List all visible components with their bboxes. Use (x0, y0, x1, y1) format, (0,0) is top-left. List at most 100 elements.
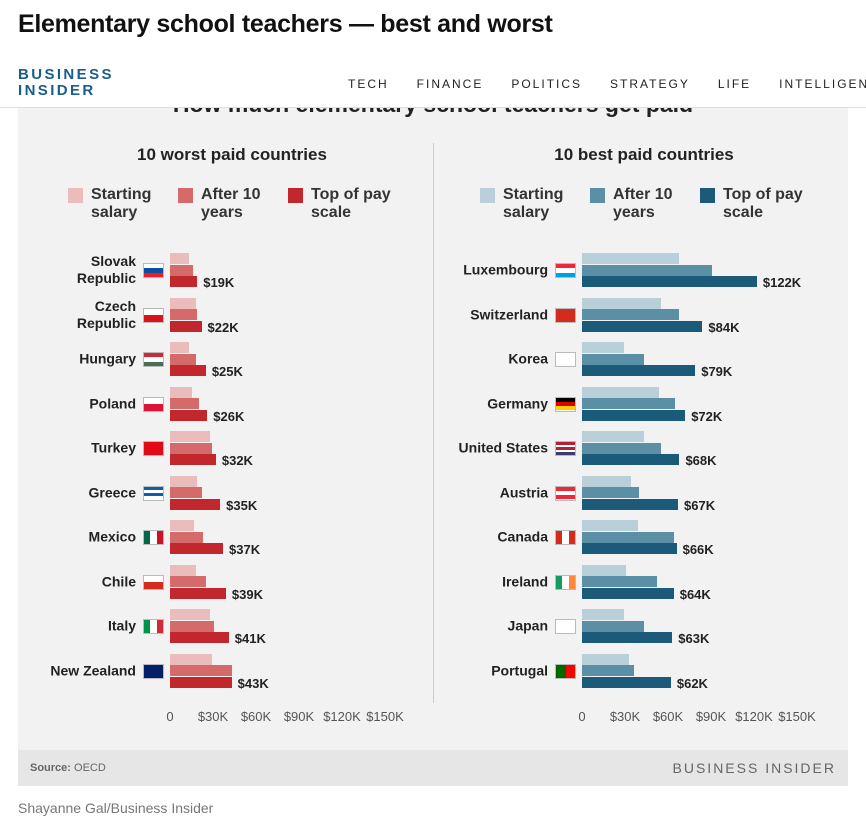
legend-swatch (590, 188, 605, 203)
category-label: Italy (107, 617, 136, 634)
nav-item[interactable]: LIFE (717, 77, 752, 91)
flag-stripe (144, 493, 163, 497)
value-label: $122K (762, 275, 802, 290)
value-label: $41K (234, 631, 266, 646)
category-label: Turkey (91, 439, 136, 456)
flag-stripe (144, 357, 163, 362)
flag-stripe (556, 449, 575, 453)
legend-label: Top of pay scale (311, 186, 391, 221)
flag (143, 485, 164, 501)
logo[interactable]: BUSINESS INSIDER (18, 67, 114, 99)
bar (170, 276, 198, 287)
bar (582, 386, 660, 398)
bar (170, 253, 189, 264)
value-label: $25K (211, 364, 243, 379)
bar (170, 442, 212, 454)
value-label: $35K (226, 497, 258, 513)
flag (555, 396, 576, 412)
flag-stripe (556, 444, 575, 448)
flag-stripe (556, 272, 575, 277)
value-label: $72K (691, 408, 723, 424)
bar (582, 676, 671, 688)
bar (170, 365, 206, 376)
bar (582, 531, 674, 543)
flag-stripe (144, 582, 163, 589)
bar (582, 398, 676, 409)
flag-stripe (556, 495, 575, 500)
bar (582, 520, 638, 531)
flag-stripe (556, 401, 575, 407)
bar (170, 665, 232, 676)
flag-stripe (556, 531, 563, 544)
flag-stripe (556, 452, 575, 455)
bar (582, 498, 679, 510)
category-label: Slovak Republic (76, 253, 136, 286)
value-label: $62K (676, 675, 708, 691)
legend-swatch (700, 188, 715, 203)
flag (555, 574, 576, 590)
category-label: Canada (497, 528, 548, 545)
bar (170, 431, 211, 442)
value-label: $39K (231, 586, 263, 602)
flag (143, 307, 164, 323)
category-label: United States (458, 439, 548, 456)
bar (170, 454, 216, 465)
bar (582, 264, 713, 276)
flag-stripe (144, 404, 163, 411)
source: Source: OECD (30, 762, 106, 774)
flag-stripe (144, 268, 163, 273)
value-label: $67K (684, 497, 716, 513)
bar (170, 353, 196, 365)
flag-stripe (562, 575, 569, 589)
bar (582, 564, 627, 576)
flag-stripe (150, 531, 157, 544)
bar (170, 620, 215, 632)
flag-stripe (144, 308, 163, 315)
nav-item[interactable]: FINANCE (416, 77, 484, 91)
x-tick-label: $150K (778, 709, 816, 724)
nav-item[interactable]: TECH (348, 77, 389, 91)
bar (170, 576, 206, 587)
flag-stripe (568, 531, 575, 544)
flag (143, 396, 164, 412)
category-label: New Zealand (50, 662, 136, 678)
bar (582, 587, 674, 599)
footer-brand: BUSINESS INSIDER (672, 760, 836, 776)
flag-stripe (144, 272, 163, 277)
bar (170, 632, 229, 643)
bar (582, 342, 624, 353)
nav-item[interactable]: POLITICS (511, 77, 583, 91)
bar (170, 264, 193, 276)
bar (582, 409, 686, 421)
flag-stripe (556, 490, 575, 496)
category-label: Japan (507, 617, 548, 634)
bar (582, 576, 657, 587)
flag-stripe (556, 486, 575, 491)
x-tick-label: $60K (240, 709, 272, 724)
flag-stripe (144, 264, 163, 269)
legend-label: After 10 years (613, 186, 673, 221)
nav-item[interactable]: INTELLIGENCE (779, 77, 866, 91)
bar (582, 365, 696, 376)
flag-stripe (144, 496, 163, 500)
bar (582, 454, 680, 465)
bar (582, 620, 644, 632)
flag (143, 663, 164, 679)
source-label: Source: (30, 762, 71, 774)
bar (582, 253, 680, 264)
divider (433, 143, 434, 703)
bar (170, 531, 203, 543)
bar (170, 487, 202, 498)
nav-item[interactable]: STRATEGY (610, 77, 690, 91)
category-label: Korea (508, 350, 548, 367)
bar (582, 320, 703, 332)
flag-stripe (556, 406, 575, 411)
value-label: $32K (221, 453, 253, 468)
flag-stripe (556, 442, 575, 445)
bar (170, 676, 232, 688)
value-label: $26K (213, 408, 245, 424)
legend-swatch (288, 188, 303, 203)
chart-heading: How much elementary school teachers get … (18, 107, 848, 118)
flag-stripe (144, 397, 163, 404)
x-tick-label: 0 (578, 709, 586, 724)
